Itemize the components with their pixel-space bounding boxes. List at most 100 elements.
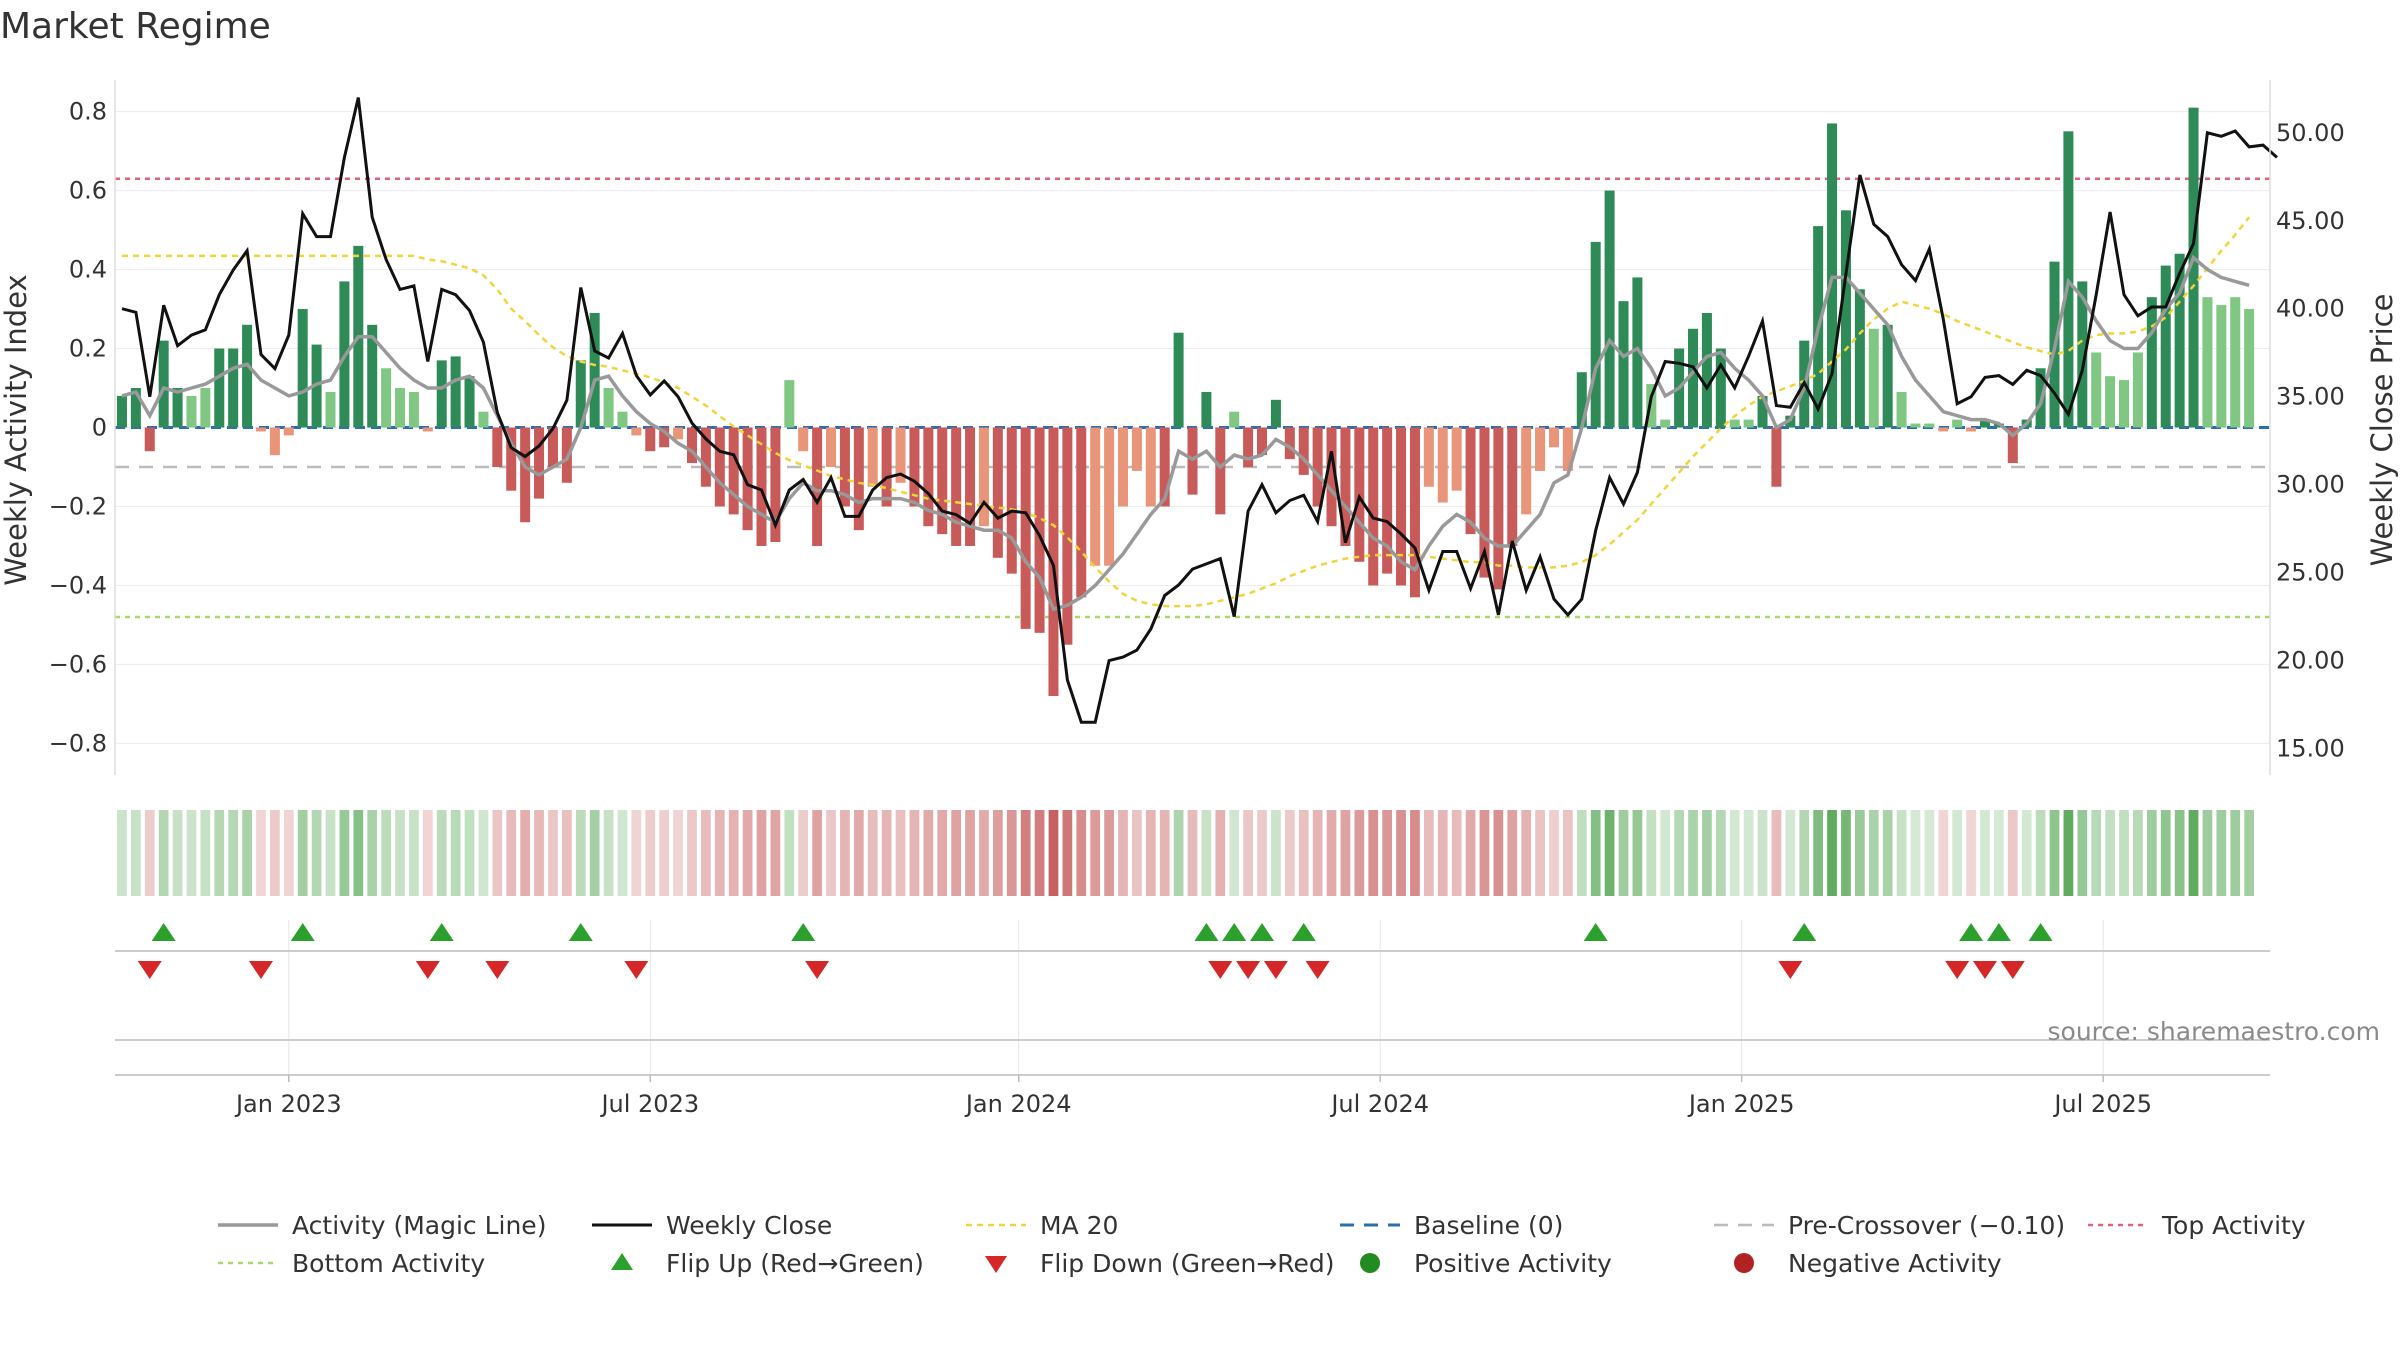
heat-cell (1437, 810, 1448, 896)
heat-cell (645, 810, 656, 896)
heat-cell (1743, 810, 1754, 896)
activity-bar (1868, 328, 1879, 428)
y-tick-label: −0.8 (49, 729, 107, 757)
legend-label: Negative Activity (1788, 1249, 2002, 1278)
heat-cell (228, 810, 239, 896)
activity-bar (1952, 419, 1963, 428)
heat-cell (1715, 810, 1726, 896)
activity-bar (2146, 297, 2157, 428)
heat-cell (464, 810, 475, 896)
activity-bar (645, 427, 656, 452)
heat-cell (450, 810, 461, 896)
activity-bar (1924, 423, 1935, 428)
legend-label: Activity (Magic Line) (292, 1211, 546, 1240)
activity-bar (2174, 253, 2185, 428)
heat-cell (992, 810, 1003, 896)
heat-cell (548, 810, 558, 896)
legend-label: Weekly Close (666, 1211, 832, 1240)
activity-bar (172, 388, 183, 428)
flip-up-marker (1194, 923, 1219, 941)
heat-cell (1590, 810, 1601, 896)
heat-cell (492, 810, 503, 896)
legend-item-precross: Pre-Crossover (−0.10) (1714, 1211, 2065, 1240)
heat-cell (687, 810, 697, 896)
heat-cell (256, 810, 266, 896)
heat-cell (1479, 810, 1490, 896)
y-tick-label: 0.4 (69, 256, 107, 284)
heat-cell (2091, 810, 2102, 896)
heat-cell (909, 810, 920, 896)
legend: Activity (Magic Line) Weekly Close MA 20 Ba… (218, 1211, 2306, 1278)
heat-cell (826, 810, 836, 896)
heat-cell (325, 810, 336, 896)
heat-cell (130, 810, 141, 896)
heat-cell (381, 810, 391, 896)
activity-bar (1827, 123, 1838, 428)
activity-bar (839, 427, 850, 507)
chart-title: Market Regime (0, 6, 271, 47)
heat-cell (1382, 810, 1393, 896)
heat-cell (436, 810, 447, 896)
heat-cell (158, 810, 169, 896)
legend-item-flipdown: Flip Down (Green→Red) (985, 1249, 1335, 1278)
x-tick-label: Jan 2025 (1687, 1090, 1795, 1118)
activity-bar (1117, 427, 1128, 507)
legend-item-magic: Activity (Magic Line) (218, 1211, 546, 1240)
heat-cell (1243, 810, 1253, 896)
heat-cell (1563, 810, 1573, 896)
activity-bar (1715, 348, 1726, 428)
heat-cell (1340, 810, 1351, 896)
heat-cell (395, 810, 405, 896)
activity-bar (242, 324, 253, 428)
heat-cell (1841, 810, 1851, 896)
activity-bar (1201, 391, 1212, 428)
heat-cell (1938, 810, 1949, 896)
heat-cell (409, 810, 419, 896)
heat-cell (1271, 810, 1281, 896)
heat-cell (895, 810, 906, 896)
heat-cell (937, 810, 948, 896)
activity-bar (1966, 427, 1977, 432)
heat-cell (1215, 810, 1226, 896)
activity-bar (867, 427, 878, 487)
activity-bar (381, 368, 392, 428)
legend-item-close: Weekly Close (592, 1211, 832, 1240)
activity-bar (784, 380, 795, 428)
activity-bar (255, 427, 266, 432)
regime-heat-strip (117, 810, 2255, 896)
activity-bar (1298, 427, 1309, 475)
heat-cell (575, 810, 586, 896)
heat-cell (2230, 810, 2241, 896)
x-tick-label: Jul 2024 (1329, 1090, 1429, 1118)
activity-bar (228, 348, 239, 428)
flip-down-marker (415, 961, 440, 979)
heat-cell (2035, 810, 2046, 896)
activity-bar (951, 427, 962, 546)
heat-cell (1757, 810, 1768, 896)
activity-bar (673, 427, 684, 440)
legend-item-ma20: MA 20 (966, 1211, 1118, 1240)
y2-tick-label: 30.00 (2276, 471, 2345, 499)
heat-cell (561, 810, 572, 896)
y2-tick-label: 20.00 (2276, 647, 2345, 675)
heat-cell (242, 810, 252, 896)
heat-cell (1312, 810, 1323, 896)
heat-cell (1493, 810, 1504, 896)
heat-cell (520, 810, 531, 896)
activity-bar (728, 427, 739, 515)
activity-bar (1479, 427, 1490, 578)
heat-cell (728, 810, 739, 896)
heat-cell (2216, 810, 2227, 896)
flip-up-marker (1986, 923, 2011, 941)
heat-cell (353, 810, 364, 896)
activity-bar (1270, 399, 1281, 428)
heat-cell (603, 810, 614, 896)
activity-bar (2216, 305, 2227, 428)
activity-bar (325, 391, 336, 428)
flip-down-marker (485, 961, 510, 979)
heat-cell (1048, 810, 1059, 896)
activity-bar (450, 356, 461, 428)
activity-bar (853, 427, 864, 531)
activity-bar (1521, 427, 1532, 515)
activity-bar (520, 427, 531, 523)
